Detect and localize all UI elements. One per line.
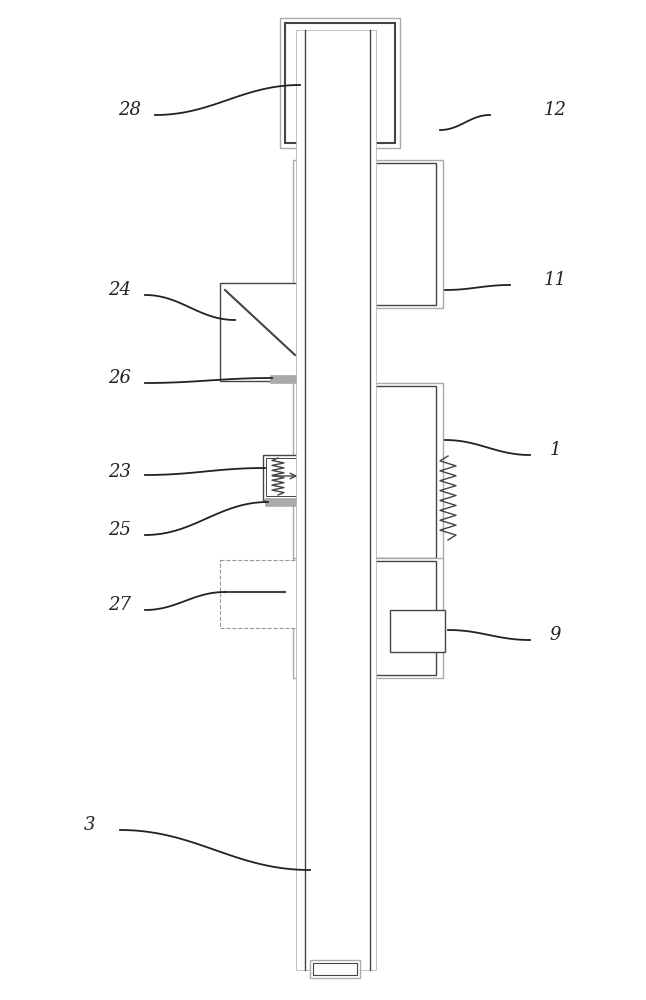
Text: 24: 24 bbox=[109, 281, 132, 299]
Text: 12: 12 bbox=[543, 101, 567, 119]
Bar bbox=[220, 283, 308, 381]
Text: 28: 28 bbox=[118, 101, 141, 119]
Text: 23: 23 bbox=[109, 463, 132, 481]
Bar bbox=[270, 375, 300, 383]
Bar bbox=[313, 963, 357, 975]
Text: 25: 25 bbox=[109, 521, 132, 539]
Text: 26: 26 bbox=[109, 369, 132, 387]
Bar bbox=[293, 558, 443, 678]
Text: 1: 1 bbox=[549, 441, 561, 459]
Bar bbox=[285, 23, 395, 143]
Bar bbox=[263, 455, 308, 500]
Bar bbox=[390, 610, 445, 652]
Bar bbox=[310, 960, 360, 978]
Bar bbox=[296, 30, 376, 970]
Bar bbox=[266, 458, 304, 496]
Bar bbox=[293, 160, 443, 308]
Bar bbox=[300, 163, 436, 305]
Text: 11: 11 bbox=[543, 271, 567, 289]
Bar bbox=[265, 498, 300, 506]
Bar bbox=[280, 18, 400, 148]
Bar bbox=[293, 383, 443, 561]
Bar bbox=[300, 561, 436, 675]
Text: 9: 9 bbox=[549, 626, 561, 644]
Bar bbox=[300, 148, 375, 160]
Text: 27: 27 bbox=[109, 596, 132, 614]
Bar bbox=[300, 386, 436, 558]
Text: 3: 3 bbox=[84, 816, 96, 834]
Bar bbox=[220, 560, 300, 628]
